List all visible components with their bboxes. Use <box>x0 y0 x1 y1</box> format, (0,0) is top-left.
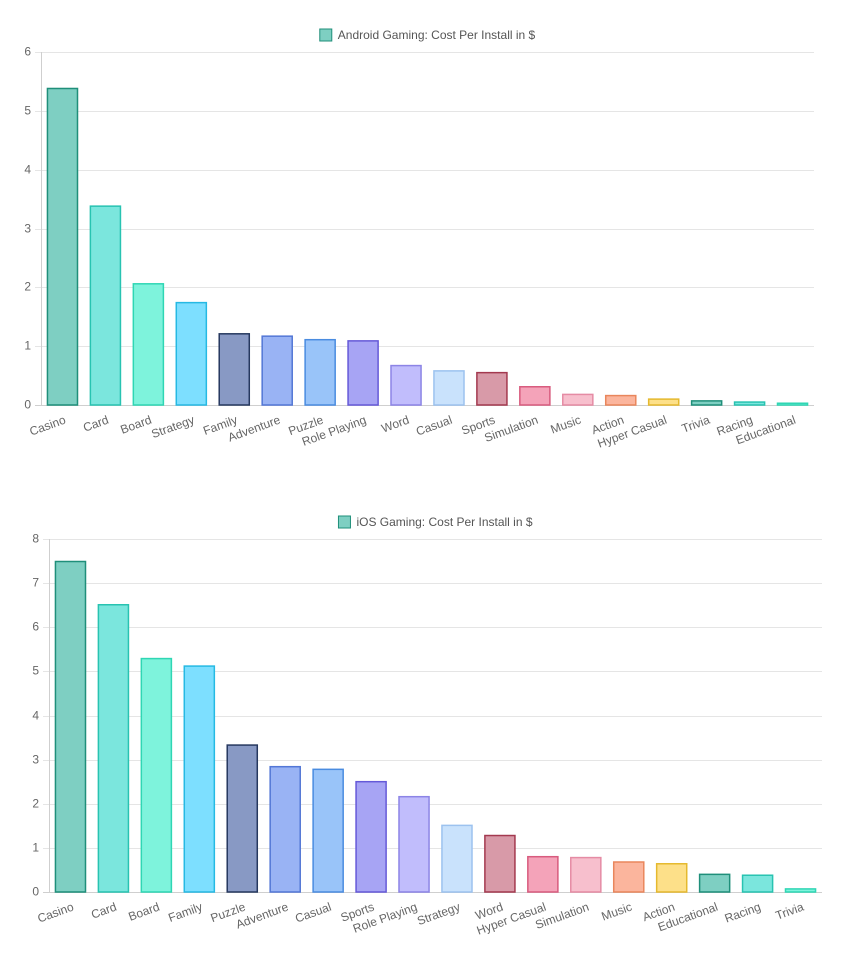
ios-y-tick-label: 4 <box>32 709 39 723</box>
ios-x-tick-label: Board <box>126 900 161 924</box>
android-legend-swatch <box>319 28 333 42</box>
ios-x-tick-label: Trivia <box>774 900 806 923</box>
ios-y-tick-label: 0 <box>32 885 39 899</box>
ios-y-tick-label: 7 <box>32 576 39 590</box>
ios-gridlines <box>43 539 822 893</box>
android-bar-word[interactable] <box>390 364 422 406</box>
android-y-tick-label: 4 <box>24 163 31 177</box>
android-y-axis: 0 1 2 3 4 5 6 <box>24 45 31 412</box>
android-bar-music[interactable] <box>562 393 594 406</box>
ios-bar-role-playing[interactable] <box>398 795 430 893</box>
android-bar-simulation[interactable] <box>519 386 551 406</box>
ios-bar-action[interactable] <box>655 863 688 893</box>
android-x-tick-label: Word <box>380 413 412 436</box>
ios-x-tick-label: Strategy <box>415 900 462 928</box>
android-x-tick-label: Casual <box>414 413 454 439</box>
ios-bar-adventure[interactable] <box>269 765 301 893</box>
ios-bar-simulation[interactable] <box>570 856 602 893</box>
android-x-tick-label: Strategy <box>150 413 197 441</box>
ios-x-tick-label: Card <box>89 900 118 922</box>
ios-y-tick-label: 8 <box>32 532 39 546</box>
android-bar-hyper-casual[interactable] <box>647 398 680 406</box>
android-y-tick-label: 0 <box>24 398 31 412</box>
ios-x-tick-label: Casino <box>36 900 76 926</box>
ios-bars <box>54 560 817 893</box>
ios-bar-family[interactable] <box>183 665 216 893</box>
android-bar-role-playing[interactable] <box>347 340 379 406</box>
android-bars <box>46 87 809 406</box>
ios-bar-educational[interactable] <box>698 873 731 893</box>
android-legend[interactable]: Android Gaming: Cost Per Install in $ <box>319 28 536 42</box>
android-bar-racing[interactable] <box>733 401 766 406</box>
android-bar-casual[interactable] <box>433 370 465 406</box>
ios-bar-puzzle[interactable] <box>226 744 259 893</box>
ios-y-tick-label: 1 <box>32 841 39 855</box>
android-bar-educational[interactable] <box>776 402 809 406</box>
android-gridlines <box>35 52 814 406</box>
android-y-tick-label: 2 <box>24 280 31 294</box>
ios-x-tick-label: Music <box>600 900 634 924</box>
ios-bar-trivia[interactable] <box>784 888 817 893</box>
ios-bar-strategy[interactable] <box>441 824 473 893</box>
android-y-tick-label: 3 <box>24 222 31 236</box>
ios-y-tick-label: 3 <box>32 753 39 767</box>
ios-bar-hyper-casual[interactable] <box>527 855 559 893</box>
android-bar-adventure[interactable] <box>261 335 293 406</box>
ios-y-tick-label: 2 <box>32 797 39 811</box>
android-bar-board[interactable] <box>132 283 165 406</box>
ios-bar-casual[interactable] <box>312 768 344 893</box>
android-x-tick-label: Casino <box>28 413 68 439</box>
android-bar-sports[interactable] <box>476 371 508 406</box>
android-x-tick-label: Card <box>81 413 110 435</box>
ios-x-tick-label: Casual <box>293 900 333 926</box>
android-bar-family[interactable] <box>218 333 251 406</box>
ios-legend[interactable]: iOS Gaming: Cost Per Install in $ <box>337 515 533 529</box>
ios-bar-card[interactable] <box>97 603 130 893</box>
ios-y-tick-label: 6 <box>32 620 39 634</box>
ios-bar-sports[interactable] <box>355 780 387 893</box>
ios-x-tick-label: Family <box>166 900 204 925</box>
ios-y-tick-label: 5 <box>32 664 39 678</box>
android-y-tick-label: 6 <box>24 45 31 59</box>
android-x-tick-label: Trivia <box>680 413 712 436</box>
ios-bar-board[interactable] <box>140 657 173 893</box>
android-bar-casino[interactable] <box>46 87 79 406</box>
ios-cpi-chart: iOS Gaming: Cost Per Install in $ 0 1 2 3 4 5 6… <box>32 515 822 938</box>
android-legend-label: Android Gaming: Cost Per Install in $ <box>338 28 536 42</box>
android-x-tick-label: Music <box>549 413 583 437</box>
android-bar-puzzle[interactable] <box>304 338 336 406</box>
ios-bar-racing[interactable] <box>741 874 774 893</box>
ios-bar-music[interactable] <box>612 861 645 893</box>
android-y-tick-label: 5 <box>24 104 31 118</box>
android-y-tick-label: 1 <box>24 339 31 353</box>
ios-legend-swatch <box>337 515 351 529</box>
android-bar-action[interactable] <box>604 394 637 406</box>
android-x-tick-label: Board <box>118 413 153 437</box>
android-bar-trivia[interactable] <box>690 400 723 406</box>
ios-bar-word[interactable] <box>484 834 516 893</box>
android-bar-card[interactable] <box>89 205 122 406</box>
ios-y-axis: 0 1 2 3 4 5 6 7 8 <box>32 532 39 899</box>
ios-bar-casino[interactable] <box>54 560 87 893</box>
ios-legend-label: iOS Gaming: Cost Per Install in $ <box>356 515 532 529</box>
android-bar-strategy[interactable] <box>175 301 208 406</box>
android-cpi-chart: Android Gaming: Cost Per Install in $ 0 1 2… <box>24 28 814 451</box>
ios-x-tick-label: Racing <box>723 900 763 926</box>
